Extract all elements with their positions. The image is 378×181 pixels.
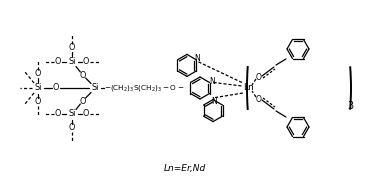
Text: O: O <box>35 98 41 106</box>
Text: Ln: Ln <box>243 83 253 92</box>
Text: Si: Si <box>68 58 76 66</box>
Text: O: O <box>83 110 89 119</box>
Text: O: O <box>80 96 86 106</box>
Text: O: O <box>83 58 89 66</box>
Text: O: O <box>55 110 61 119</box>
Text: O: O <box>256 94 262 104</box>
Text: O: O <box>80 71 86 79</box>
Text: O: O <box>55 58 61 66</box>
Text: N: N <box>210 77 215 86</box>
Text: N: N <box>195 54 200 63</box>
Text: Ln=Er,Nd: Ln=Er,Nd <box>164 163 206 172</box>
Text: O: O <box>256 73 262 81</box>
Text: O: O <box>53 83 59 92</box>
Text: Si: Si <box>68 110 76 119</box>
Text: O: O <box>69 43 75 52</box>
Text: 3: 3 <box>347 101 353 111</box>
Text: $\mathsf{-(CH_2)_3S(CH_2)_3-O-}$: $\mathsf{-(CH_2)_3S(CH_2)_3-O-}$ <box>104 83 184 93</box>
Text: Si: Si <box>91 83 99 92</box>
Text: N: N <box>211 97 217 106</box>
Text: O: O <box>35 70 41 79</box>
Text: O: O <box>69 123 75 132</box>
Text: Si: Si <box>34 83 42 92</box>
